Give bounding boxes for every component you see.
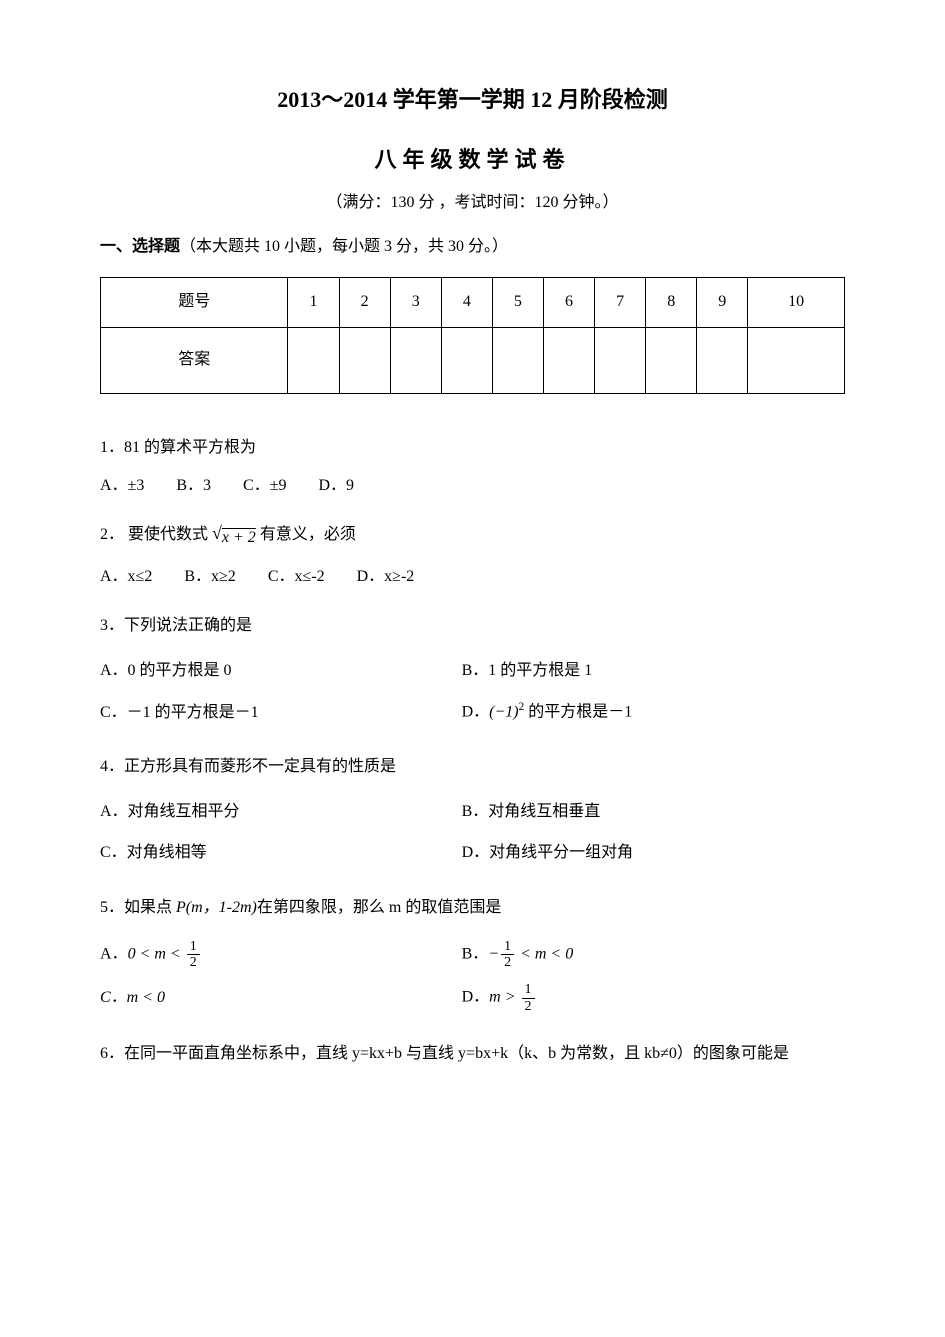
q5-option-d: D．m > 12 (462, 982, 820, 1014)
q3-option-a: A．0 的平方根是 0 (100, 657, 458, 686)
answer-cell (288, 327, 339, 393)
answer-label-cell: 答案 (101, 327, 288, 393)
frac-den: 2 (522, 999, 535, 1014)
q5-c-text: C．m < 0 (100, 989, 165, 1006)
q3-d-base: (−1) (489, 704, 518, 721)
q3-d-prefix: D． (462, 704, 490, 721)
q2-option-b: B．x≥2 (184, 563, 235, 592)
answer-cell (697, 327, 748, 393)
q3-option-c: C．－1 的平方根是－1 (100, 699, 458, 728)
section-1-desc: （本大题共 10 小题，每小题 3 分，共 30 分。） (180, 238, 508, 255)
answer-cell (543, 327, 594, 393)
q1-option-d: D．9 (319, 472, 355, 501)
header-num-cell: 10 (748, 277, 845, 327)
header-num-cell: 2 (339, 277, 390, 327)
q4-option-c: C．对角线相等 (100, 839, 458, 868)
header-num-cell: 3 (390, 277, 441, 327)
q5-a-prefix: A． (100, 945, 128, 962)
q3-option-d: D．(−1)2 的平方根是－1 (462, 697, 820, 727)
header-num-cell: 5 (492, 277, 543, 327)
q3-option-b: B．1 的平方根是 1 (462, 657, 820, 686)
q4-option-d: D．对角线平分一组对角 (462, 839, 820, 868)
q2-option-c: C．x≤-2 (268, 563, 325, 592)
q1-option-b: B．3 (176, 472, 211, 501)
question-3: 3．下列说法正确的是 (100, 612, 845, 641)
question-1: 1．81 的算术平方根为 (100, 434, 845, 463)
q2-prefix: 2． 要使代数式 (100, 526, 208, 543)
section-1-heading: 一、选择题（本大题共 10 小题，每小题 3 分，共 30 分。） (100, 233, 845, 262)
q5-option-b: B．−12 < m < 0 (462, 939, 820, 971)
table-answer-row: 答案 (101, 327, 845, 393)
answer-cell (595, 327, 646, 393)
answer-cell (748, 327, 845, 393)
header-num-cell: 9 (697, 277, 748, 327)
q1-option-c: C．±9 (243, 472, 286, 501)
q2-suffix: 有意义，必须 (260, 526, 356, 543)
answer-cell (390, 327, 441, 393)
q5-option-a: A．0 < m < 12 (100, 939, 458, 971)
question-3-options: A．0 的平方根是 0 B．1 的平方根是 1 C．－1 的平方根是－1 D．(… (100, 651, 845, 734)
question-1-options: A．±3 B．3 C．±9 D．9 (100, 472, 845, 501)
frac-num: 1 (501, 939, 514, 955)
question-2: 2． 要使代数式 √x + 2 有意义，必须 (100, 521, 845, 553)
q5-b-mid: < m < 0 (516, 945, 573, 962)
answer-cell (441, 327, 492, 393)
frac-den: 2 (187, 955, 200, 970)
frac-num: 1 (522, 982, 535, 998)
answer-cell (492, 327, 543, 393)
answer-table: 题号 1 2 3 4 5 6 7 8 9 10 答案 (100, 277, 845, 394)
question-6: 6．在同一平面直角坐标系中，直线 y=kx+b 与直线 y=bx+k（k、b 为… (100, 1040, 845, 1069)
fraction: 12 (187, 939, 200, 971)
q2-radicand: x + 2 (222, 524, 256, 553)
q3-d-suffix: 的平方根是－1 (524, 704, 632, 721)
sqrt-expression: √x + 2 (212, 524, 256, 553)
q1-option-a: A．±3 (100, 472, 144, 501)
q4-option-b: B．对角线互相垂直 (462, 798, 820, 827)
title-sub: 八年级数学试卷 (100, 140, 845, 180)
question-4-options: A．对角线互相平分 B．对角线互相垂直 C．对角线相等 D．对角线平分一组对角 (100, 792, 845, 874)
question-4: 4．正方形具有而菱形不一定具有的性质是 (100, 753, 845, 782)
table-header-row: 题号 1 2 3 4 5 6 7 8 9 10 (101, 277, 845, 327)
q5-a-lhs: 0 < m < (128, 945, 185, 962)
q5-d-prefix: D． (462, 989, 490, 1006)
header-num-cell: 4 (441, 277, 492, 327)
radical-icon: √ (212, 524, 222, 542)
section-1-label: 一、选择题 (100, 238, 180, 255)
frac-num: 1 (187, 939, 200, 955)
q5-point: P(m，1-2m) (176, 899, 257, 916)
q5-prefix: 5．如果点 (100, 899, 176, 916)
q5-b-prefix: B． (462, 945, 489, 962)
header-num-cell: 1 (288, 277, 339, 327)
question-5-options: A．0 < m < 12 B．−12 < m < 0 C．m < 0 D．m >… (100, 933, 845, 1021)
q2-option-d: D．x≥-2 (357, 563, 415, 592)
question-2-options: A．x≤2 B．x≥2 C．x≤-2 D．x≥-2 (100, 563, 845, 592)
header-num-cell: 6 (543, 277, 594, 327)
frac-den: 2 (501, 955, 514, 970)
q5-suffix: 在第四象限，那么 m 的取值范围是 (257, 899, 501, 916)
header-num-cell: 7 (595, 277, 646, 327)
header-label-cell: 题号 (101, 277, 288, 327)
meta-info: （满分：130 分 ，考试时间：120 分钟。） (100, 189, 845, 218)
q5-d-lhs: m > (489, 989, 519, 1006)
q2-option-a: A．x≤2 (100, 563, 152, 592)
answer-cell (339, 327, 390, 393)
q5-option-c: C．m < 0 (100, 984, 458, 1013)
title-main: 2013～2014 学年第一学期 12 月阶段检测 (100, 80, 845, 120)
question-5: 5．如果点 P(m，1-2m)在第四象限，那么 m 的取值范围是 (100, 894, 845, 923)
q4-option-a: A．对角线互相平分 (100, 798, 458, 827)
fraction: 12 (522, 982, 535, 1014)
answer-cell (646, 327, 697, 393)
fraction: 12 (501, 939, 514, 971)
q5-b-neg: − (488, 945, 499, 962)
header-num-cell: 8 (646, 277, 697, 327)
